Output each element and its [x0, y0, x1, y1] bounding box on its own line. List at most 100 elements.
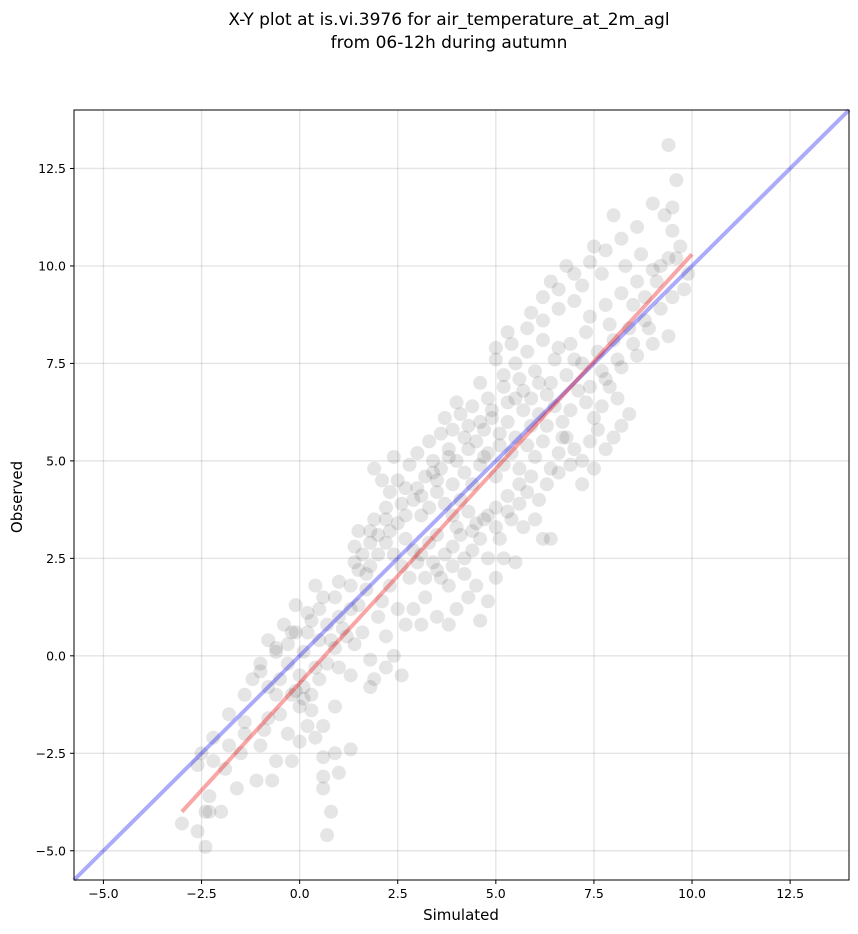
data-point [524, 305, 539, 320]
data-point [394, 496, 409, 511]
data-point [398, 481, 413, 496]
data-point [343, 578, 358, 593]
data-point [528, 512, 543, 527]
data-point [465, 477, 480, 492]
data-point [583, 434, 598, 449]
data-point [516, 520, 531, 535]
data-point [418, 469, 433, 484]
data-point [598, 372, 613, 387]
data-point [445, 539, 460, 554]
data-point [347, 539, 362, 554]
data-point [273, 672, 288, 687]
y-tick-label: −2.5 [36, 746, 66, 761]
data-point [594, 266, 609, 281]
data-point [583, 379, 598, 394]
x-axis-label: Simulated [423, 906, 499, 924]
data-point [606, 208, 621, 223]
data-point [320, 656, 335, 671]
data-point [637, 290, 652, 305]
y-tick-label: 10.0 [38, 258, 66, 273]
data-point [528, 364, 543, 379]
data-point [579, 325, 594, 340]
data-point [547, 399, 562, 414]
data-point [202, 789, 217, 804]
data-point [261, 633, 276, 648]
chart-title-line-1: X-Y plot at is.vi.3976 for air_temperatu… [228, 10, 669, 30]
data-point [473, 457, 488, 472]
data-point [532, 407, 546, 422]
grid-lines [74, 110, 849, 880]
data-point [551, 446, 566, 461]
data-point [386, 547, 401, 562]
data-point [414, 488, 429, 503]
data-point [555, 414, 570, 429]
data-point [457, 430, 472, 445]
data-point [496, 368, 511, 383]
data-point [535, 434, 550, 449]
data-point [496, 551, 511, 566]
data-point [524, 469, 539, 484]
data-point [590, 344, 605, 359]
data-point [327, 746, 342, 761]
data-point [386, 449, 401, 464]
data-point [520, 485, 535, 500]
y-tick-label: 7.5 [46, 356, 66, 371]
data-point [237, 687, 252, 702]
data-point [190, 824, 205, 839]
data-point [437, 496, 452, 511]
data-point [480, 508, 495, 523]
data-point [331, 574, 346, 589]
data-point [614, 418, 629, 433]
y-axis-ticks: −5.0 −2.5 0.0 2.5 5.0 7.5 10.0 12.5 [36, 161, 74, 858]
data-point [410, 481, 425, 496]
data-point [484, 411, 499, 425]
data-point [347, 555, 362, 570]
data-point [626, 297, 641, 312]
data-point [418, 570, 433, 585]
data-point [253, 738, 268, 753]
data-point [222, 738, 236, 753]
data-point [174, 816, 189, 831]
data-point [457, 551, 472, 566]
data-point [398, 531, 413, 546]
data-point [422, 500, 437, 515]
data-point [614, 231, 629, 246]
x-tick-label: 10.0 [678, 886, 706, 901]
data-point [280, 656, 295, 671]
data-point [661, 251, 676, 266]
reference-lines [72, 108, 851, 882]
data-point [390, 516, 405, 531]
data-point [343, 668, 358, 683]
data-point [473, 531, 488, 546]
x-axis-ticks: −5.0 −2.5 0.0 2.5 5.0 7.5 10.0 12.5 [88, 880, 804, 901]
data-point [245, 672, 260, 687]
data-point [269, 641, 284, 656]
data-point [402, 457, 417, 472]
data-point [316, 750, 331, 765]
data-point [410, 446, 425, 461]
data-point [312, 602, 327, 617]
data-point [331, 609, 346, 624]
y-tick-label: 2.5 [46, 551, 66, 566]
x-tick-label: −5.0 [88, 886, 118, 901]
data-point [673, 239, 688, 254]
data-point [269, 644, 284, 659]
data-point [324, 633, 339, 648]
data-point [477, 512, 492, 527]
data-point [288, 625, 303, 640]
data-point [300, 625, 315, 640]
data-point [535, 531, 550, 546]
data-point [469, 578, 484, 593]
data-point [276, 617, 291, 632]
data-point [375, 473, 390, 488]
data-point [665, 290, 680, 305]
data-point [669, 173, 684, 188]
data-point [473, 613, 488, 628]
data-point [496, 379, 511, 394]
data-point [598, 243, 613, 258]
y-tick-label: 12.5 [38, 161, 66, 176]
data-point [653, 258, 668, 273]
data-point [508, 430, 523, 445]
data-point [637, 313, 652, 328]
